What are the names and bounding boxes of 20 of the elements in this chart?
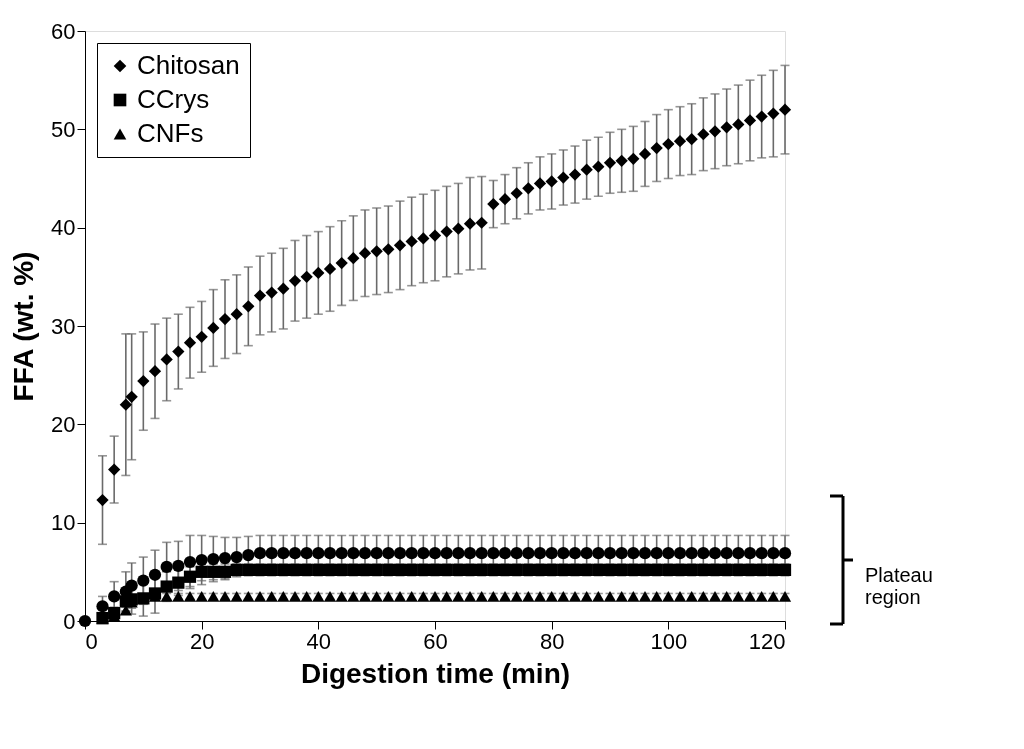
x-tick-label: 40	[306, 628, 332, 654]
y-tick-label: 30	[51, 313, 76, 339]
legend-label: CCrys	[137, 84, 210, 114]
x-axis-title: Digestion time (min)	[300, 657, 571, 689]
x-tick-label: 120	[748, 628, 786, 654]
legend-label: Chitosan	[137, 50, 240, 80]
x-tick-label: 60	[423, 628, 448, 654]
x-tick-label: 80	[539, 628, 565, 654]
y-tick-label: 0	[63, 608, 76, 634]
y-tick-label: 40	[51, 215, 76, 241]
x-tick-label: 0	[85, 628, 98, 654]
y-tick-label: 60	[51, 18, 76, 44]
legend-label: CNFs	[137, 118, 204, 148]
y-tick-label: 10	[51, 510, 76, 536]
y-tick-label: 50	[51, 116, 76, 142]
x-tick-label: 20	[189, 628, 215, 654]
y-axis-title: FFA (wt. %)	[8, 251, 40, 402]
y-tick-label: 20	[51, 411, 76, 437]
text: Plateau region	[865, 564, 933, 608]
x-tick-label: 100	[650, 628, 688, 654]
